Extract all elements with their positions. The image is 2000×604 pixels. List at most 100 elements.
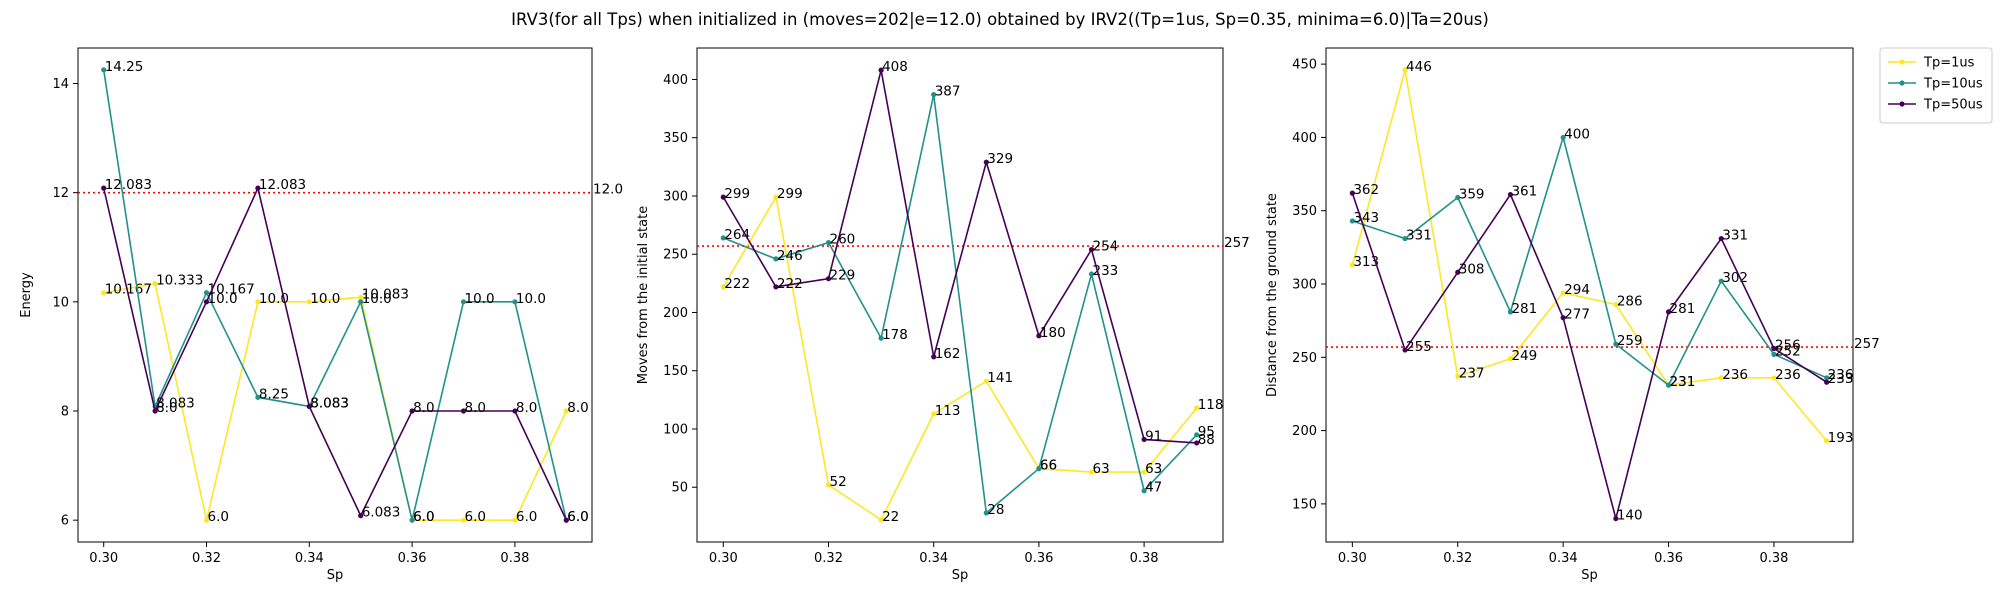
data-label: 113	[935, 403, 961, 419]
data-point	[306, 299, 312, 305]
data-label: 236	[1828, 367, 1854, 383]
y-tick-label: 10	[52, 295, 69, 310]
axes-frame	[696, 47, 1224, 543]
series-line	[1351, 192, 1828, 522]
series-Tp=1us: 313 446 237 249 294 286 231 236 236 193	[1349, 59, 1854, 446]
data-point	[1771, 351, 1777, 357]
data-label: 294	[1564, 282, 1590, 298]
data-point	[255, 394, 261, 400]
data-label: 28	[987, 502, 1004, 518]
data-point	[825, 482, 832, 488]
data-point	[720, 284, 726, 290]
data-label: 299	[724, 186, 750, 202]
data-point	[1402, 235, 1408, 242]
data-label: 313	[1353, 254, 1379, 270]
data-point	[101, 290, 107, 296]
data-point	[512, 408, 518, 414]
data-point	[203, 290, 210, 296]
data-point	[460, 299, 467, 305]
data-label: 12.083	[259, 177, 306, 193]
data-label: 260	[830, 232, 856, 248]
data-point	[773, 256, 779, 262]
series-Tp=50us: 12.083 8.0 10.0 12.083 8.083 6.083 8.0 8.0 8.0 6.…	[101, 177, 589, 525]
data-point	[773, 194, 779, 200]
data-point	[1613, 515, 1619, 522]
data-label: 8.0	[413, 400, 434, 416]
data-point	[152, 408, 158, 414]
data-point	[1718, 278, 1724, 284]
data-label: 193	[1828, 430, 1854, 446]
data-label: 299	[777, 186, 803, 202]
data-label: 10.0	[310, 291, 340, 307]
data-point	[1560, 134, 1566, 141]
y-tick-label: 200	[663, 306, 688, 321]
legend-label: Tp=50us	[1923, 98, 1983, 113]
data-label: 231	[1670, 374, 1696, 390]
series-Tp=10us: 343 331 359 281 400 259 231 302 252 236	[1349, 126, 1854, 390]
series-line	[722, 69, 1197, 444]
data-point	[1402, 347, 1408, 353]
data-label: 91	[1145, 428, 1162, 444]
data-point	[1349, 262, 1355, 268]
y-tick-label: 100	[663, 422, 688, 437]
data-label: 66	[1040, 458, 1057, 474]
data-point	[512, 517, 518, 523]
data-point	[931, 354, 937, 360]
data-point	[983, 159, 989, 165]
data-point	[1824, 375, 1830, 381]
y-axis-label: Distance from the ground state	[1265, 193, 1280, 397]
data-point	[878, 67, 884, 73]
data-label: 222	[724, 276, 750, 292]
data-label: 8.0	[156, 400, 177, 416]
y-tick-label: 300	[663, 189, 688, 204]
y-tick-label: 300	[1292, 278, 1317, 293]
data-label: 277	[1564, 307, 1590, 323]
legend-marker	[1899, 101, 1905, 107]
data-point	[1665, 382, 1672, 388]
data-label: 446	[1406, 59, 1432, 75]
data-point	[931, 411, 937, 417]
data-point	[1771, 345, 1777, 352]
data-label: 141	[987, 370, 1013, 386]
y-tick-label: 400	[663, 73, 688, 88]
data-point	[1771, 375, 1777, 381]
x-tick-label: 0.30	[1338, 551, 1367, 566]
data-label: 6.0	[413, 509, 434, 525]
y-tick-label: 450	[1292, 58, 1317, 73]
data-label: 236	[1775, 367, 1801, 383]
data-label: 259	[1617, 333, 1643, 349]
data-point	[358, 513, 364, 519]
data-label: 408	[882, 59, 908, 75]
data-label: 343	[1353, 210, 1379, 226]
data-label: 118	[1198, 397, 1224, 413]
data-label: 222	[777, 276, 803, 292]
data-point	[1349, 190, 1355, 196]
data-point	[203, 517, 210, 523]
series-line	[1351, 69, 1828, 442]
data-label: 361	[1511, 184, 1537, 200]
data-label: 6.0	[516, 509, 537, 525]
data-point	[1141, 469, 1147, 475]
reference-line-label: 257	[1854, 336, 1880, 352]
data-label: 252	[1775, 343, 1801, 359]
data-label: 8.083	[156, 395, 195, 411]
data-point	[101, 185, 107, 191]
x-tick-label: 0.32	[814, 551, 843, 566]
series-line	[102, 69, 568, 521]
data-label: 14.25	[105, 59, 144, 75]
data-point	[1194, 432, 1200, 438]
data-point	[1507, 356, 1514, 362]
data-label: 229	[830, 268, 856, 284]
data-label: 8.083	[310, 395, 349, 411]
legend-entry: Tp=50us	[1888, 98, 1983, 113]
data-point	[1507, 191, 1514, 198]
data-label: 286	[1617, 294, 1643, 310]
reference-line-label: 257	[1224, 235, 1250, 251]
panels: 0.30 0.32 0.34 0.36 0.38 6 8 10 12 14 Sp Energy 12.0…	[19, 47, 1880, 583]
series-line	[722, 194, 1198, 522]
data-point	[563, 408, 569, 414]
data-label: 8.0	[516, 400, 537, 416]
